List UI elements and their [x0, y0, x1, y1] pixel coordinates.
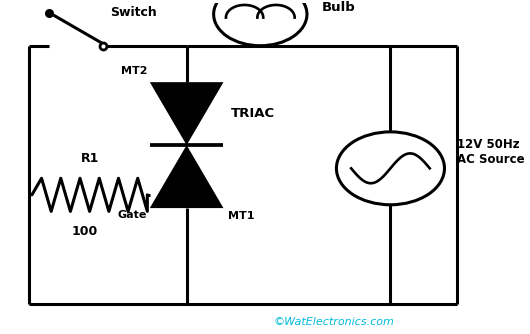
- Polygon shape: [150, 82, 224, 145]
- Text: R1: R1: [81, 152, 99, 165]
- Text: ©WatElectronics.com: ©WatElectronics.com: [273, 317, 394, 327]
- Text: Bulb: Bulb: [322, 1, 356, 14]
- Text: MT2: MT2: [121, 65, 147, 75]
- Text: MT1: MT1: [228, 211, 255, 221]
- Text: 100: 100: [72, 225, 98, 238]
- Text: Gate: Gate: [118, 210, 147, 220]
- Text: 12V 50Hz
AC Source: 12V 50Hz AC Source: [457, 138, 524, 166]
- Polygon shape: [150, 145, 224, 208]
- Text: TRIAC: TRIAC: [231, 107, 275, 120]
- Text: Switch: Switch: [110, 6, 157, 19]
